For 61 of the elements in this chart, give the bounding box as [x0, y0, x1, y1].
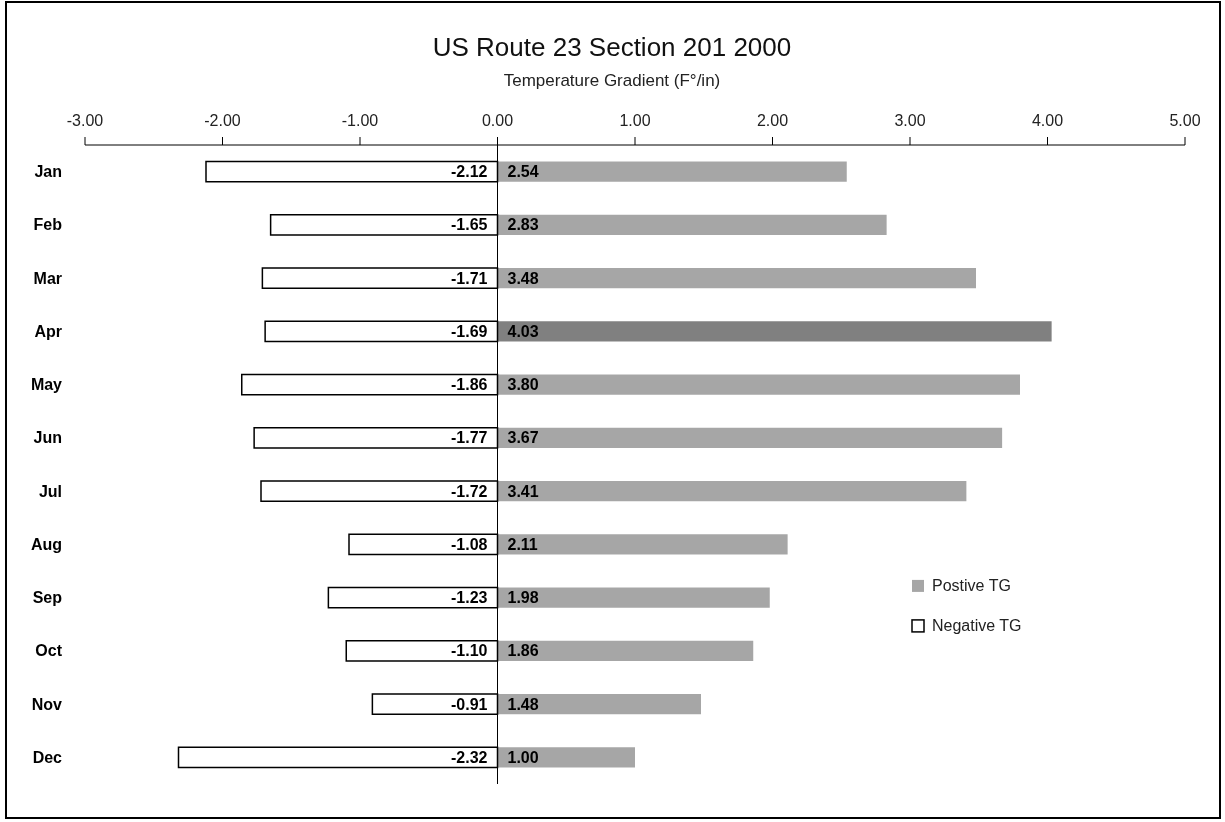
y-tick-label: Sep: [32, 589, 63, 607]
y-tick-label: Aug: [30, 535, 62, 553]
data-label: -1.72: [451, 482, 488, 500]
y-tick-label: May: [30, 376, 63, 394]
x-tick-label: 0.00: [481, 112, 514, 129]
bar: [497, 747, 635, 768]
data-label: -0.91: [451, 695, 488, 713]
x-tick-label: -3.00: [66, 112, 104, 129]
data-label: -1.71: [451, 269, 488, 287]
x-tick-label: -2.00: [204, 112, 241, 129]
legend-label: Negative TG: [932, 617, 1022, 635]
data-label: -1.23: [451, 589, 488, 607]
data-label: -2.12: [451, 163, 488, 181]
x-tick-label: 3.00: [894, 112, 926, 129]
data-label: 1.48: [507, 695, 539, 713]
bar: [497, 374, 1020, 395]
data-label: 1.00: [507, 748, 539, 766]
data-label: 3.41: [507, 482, 539, 500]
bar: [497, 534, 788, 555]
data-label: 4.03: [507, 322, 539, 340]
data-label: 1.98: [507, 589, 539, 607]
data-label: -1.65: [451, 216, 488, 234]
data-label: 3.67: [507, 429, 539, 447]
bar: [497, 481, 967, 502]
x-tick-label: 1.00: [619, 112, 651, 129]
y-tick-label: Jan: [34, 163, 62, 181]
legend-label: Postive TG: [932, 577, 1011, 595]
data-label: 2.11: [507, 535, 538, 553]
y-tick-label: Mar: [33, 269, 62, 287]
y-tick-label: Jun: [33, 429, 62, 447]
x-tick-label: 4.00: [1031, 112, 1064, 129]
x-tick-label: 2.00: [756, 112, 789, 129]
chart-title: US Route 23 Section 201 2000: [432, 32, 792, 62]
data-label: -2.32: [451, 748, 488, 766]
data-label: 3.80: [507, 376, 539, 394]
bar: [497, 214, 887, 235]
bar: [497, 161, 847, 182]
data-label: -1.08: [451, 535, 488, 553]
data-label: 1.86: [507, 642, 539, 660]
x-tick-label: -1.00: [341, 112, 379, 129]
data-label: -1.69: [451, 322, 488, 340]
y-tick-label: Feb: [33, 216, 63, 234]
x-tick-label: 5.00: [1169, 112, 1201, 129]
bar: [497, 427, 1003, 448]
data-label: -1.86: [451, 376, 488, 394]
x-axis-title: Temperature Gradient (F°/in): [503, 71, 721, 90]
y-tick-label: Jul: [38, 482, 62, 500]
bar: [497, 587, 770, 608]
y-tick-label: Oct: [35, 642, 63, 660]
bar: [497, 694, 701, 715]
bar: [497, 268, 976, 289]
data-label: 2.54: [507, 163, 539, 181]
y-tick-label: Nov: [31, 695, 63, 713]
data-label: 3.48: [507, 269, 539, 287]
y-tick-label: Dec: [32, 748, 63, 766]
data-label: -1.10: [451, 642, 488, 660]
bar: [497, 640, 754, 661]
data-label: 2.83: [507, 216, 539, 234]
data-label: -1.77: [451, 429, 488, 447]
bar: [497, 321, 1052, 342]
y-tick-label: Apr: [34, 322, 62, 340]
